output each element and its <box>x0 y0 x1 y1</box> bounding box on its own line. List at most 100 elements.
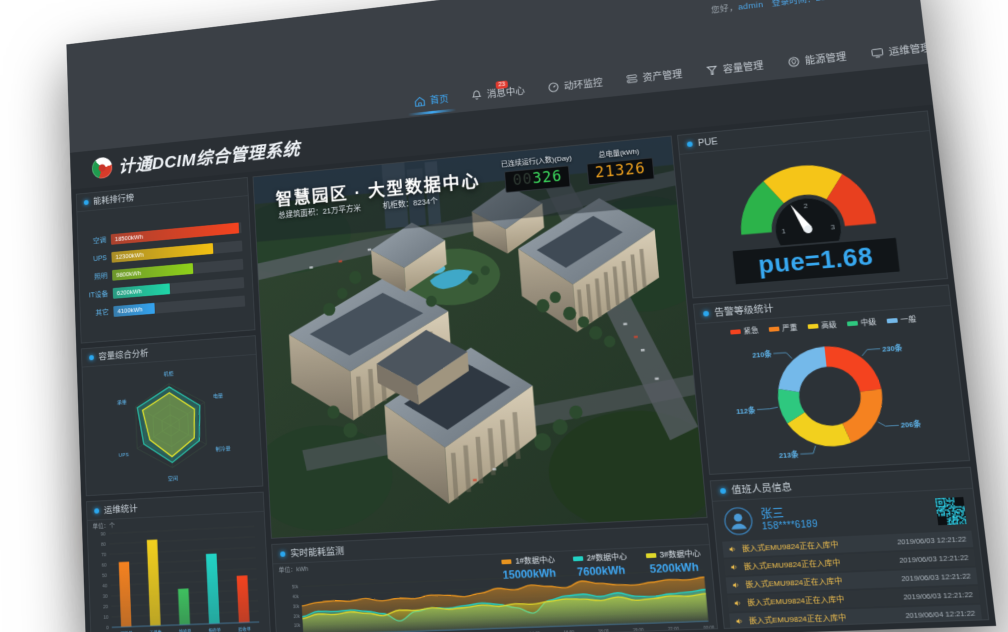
speaker-icon <box>733 599 742 608</box>
login-time-label: 登录时间： <box>771 0 817 9</box>
energy-rank-track: 6200kWh <box>112 276 245 299</box>
legend-swatch <box>846 320 859 327</box>
energy-rank-label: UPS <box>93 253 107 263</box>
alarm-time: 2019/06/04 12:21:22 <box>904 608 976 621</box>
ops-unit-label: 单位：个 <box>92 522 115 531</box>
ops-y-tick: 10 <box>104 615 109 621</box>
tilted-window-wrapper: 您好，admin 登录时间：2019-06-03 11:30:20 首页 <box>66 0 997 632</box>
gauge-icon <box>547 81 560 94</box>
donut-slice[interactable] <box>774 346 830 394</box>
ops-stats-bar-chart: 0 10 20 30 40 50 60 70 80 90 巡检单 工单数 维修单 报修单 验收单 <box>101 512 270 632</box>
panel-title: 容量综合分析 <box>98 348 149 363</box>
center-column: 智慧园区 · 大型数据中心 总建筑面积：21万平方米 机柜数：8234个 已连续… <box>252 135 719 632</box>
ops-bar <box>177 588 191 625</box>
donut-value-label: 213条 <box>778 450 800 460</box>
alarm-legend-item[interactable]: 紧急 <box>730 325 759 337</box>
alarm-legend-item[interactable]: 一般 <box>886 314 917 326</box>
alarm-time: 2019/06/03 12:21:22 <box>896 534 967 547</box>
radar-axis-label: 电量 <box>213 392 223 400</box>
energy-trend-area-chart: 010k20k30k40k50k00:0002:0004:0006:0008:0… <box>292 564 715 632</box>
capacity-icon <box>705 64 719 77</box>
duty-person-text: 张三 158****6189 <box>760 505 819 533</box>
energy-rank-label: IT设备 <box>88 289 109 300</box>
nav-item-energy-management[interactable]: 能源管理 <box>787 49 848 76</box>
alarm-legend-item[interactable]: 高级 <box>807 320 837 332</box>
panel-alarm-levels: 告警等级统计 紧急 严重 高级 中级 一般 230条 206条 213条 112条 210条 <box>693 284 971 475</box>
donut-value-label: 112条 <box>736 405 757 415</box>
radar-axis-label: 空间 <box>168 475 178 483</box>
legend-label: 1#数据中心 <box>515 554 556 566</box>
nav-item-message-center[interactable]: 消息中心 23 <box>470 80 526 110</box>
duty-alarm-list: 嵌入式EMU9824正在入库中 2019/06/03 12:21:22 嵌入式EMU… <box>716 528 989 629</box>
legend-swatch <box>730 329 741 335</box>
ops-y-tick: 50 <box>102 573 107 579</box>
left-column: 能耗排行榜 空调 18500kWh UPS 12300kWh 照明 9800kWh IT设备… <box>75 177 272 632</box>
aerial-campus-illustration <box>253 136 707 538</box>
browser-window: 您好，admin 登录时间：2019-06-03 11:30:20 首页 <box>66 0 997 632</box>
ops-bar <box>236 575 250 623</box>
nav-item-asset-management[interactable]: 资产管理 <box>625 67 683 93</box>
monitor-icon <box>870 46 885 60</box>
alarm-text: 嵌入式EMU9824正在入库中 <box>743 558 841 572</box>
duty-person-phone: 158****6189 <box>761 519 819 533</box>
gauge-tick: 3 <box>831 224 837 232</box>
energy-rank-track: 12300kWh <box>111 240 243 263</box>
energy-rank-label: 空调 <box>92 235 107 245</box>
bullet-icon <box>702 310 710 317</box>
panel-energy-rank: 能耗排行榜 空调 18500kWh UPS 12300kWh 照明 9800kWh IT设备… <box>75 177 256 344</box>
legend-swatch <box>645 552 657 558</box>
alarm-time: 2019/06/03 12:21:22 <box>898 553 969 565</box>
speaker-icon <box>730 563 739 572</box>
nav-item-capacity-management[interactable]: 容量管理 <box>705 58 765 85</box>
username[interactable]: admin <box>737 0 764 13</box>
alarm-time: 2019/06/03 12:21:22 <box>902 590 974 602</box>
nav-label: 容量管理 <box>722 60 764 76</box>
radar-axis-label: UPS <box>119 452 130 459</box>
ops-y-tick: 20 <box>103 604 108 610</box>
alarm-text: 嵌入式EMU9824正在入库中 <box>748 613 847 626</box>
nav-label: 动环监控 <box>563 77 604 93</box>
nav-label: 运维管理 <box>888 42 932 58</box>
trend-unit-label: 单位：kWh <box>278 566 309 574</box>
alarm-legend-item[interactable]: 中级 <box>846 317 877 329</box>
ops-y-tick: 0 <box>106 625 109 631</box>
legend-label: 严重 <box>781 323 798 333</box>
radar-axis-label: 机柜 <box>163 370 173 378</box>
legend-label: 2#数据中心 <box>586 551 628 563</box>
pue-gauge-chart: 1 2 3 <box>736 162 877 254</box>
ops-x-tick: 报修单 <box>208 626 221 632</box>
nav-item-env-monitoring[interactable]: 动环监控 <box>547 75 604 101</box>
legend-label: 3#数据中心 <box>659 548 701 560</box>
bullet-icon <box>719 487 727 494</box>
gauge-tick: 2 <box>803 203 809 211</box>
speaker-icon <box>728 545 737 554</box>
login-time: 登录时间：2019-06-03 11:30:20 <box>771 0 898 9</box>
speaker-icon <box>735 617 744 626</box>
energy-rank-label: 其它 <box>95 307 109 317</box>
panel-title: 告警等级统计 <box>713 303 774 319</box>
panel-title: 运维统计 <box>103 503 138 516</box>
panel-title: 值班人员信息 <box>731 481 793 497</box>
donut-slice[interactable] <box>824 343 882 394</box>
bullet-icon <box>89 354 94 360</box>
nav-item-home[interactable]: 首页 <box>413 92 449 116</box>
panel-duty-personnel: 值班人员信息 张三 158****6189 <box>709 466 990 629</box>
trend-y-tick: 30k <box>293 605 300 610</box>
nav-label: 资产管理 <box>642 69 683 84</box>
dashboard-body: 能耗排行榜 空调 18500kWh UPS 12300kWh 照明 9800kWh IT设备… <box>71 104 997 632</box>
alarm-legend-item[interactable]: 严重 <box>768 322 798 334</box>
right-column: PUE 1 2 3 pue=1.68 告警等级统计 <box>677 110 990 629</box>
qr-code[interactable] <box>935 496 967 526</box>
radar-axis-label: 承重 <box>117 399 127 407</box>
legend-swatch <box>768 326 780 332</box>
login-time-value: 2019-06-03 11:30:20 <box>815 0 898 4</box>
ops-y-tick: 80 <box>101 542 106 548</box>
nav-item-ops-management[interactable]: 运维管理 <box>870 40 933 67</box>
home-icon <box>414 95 427 108</box>
campus-hero-render: 智慧园区 · 大型数据中心 总建筑面积：21万平方米 机柜数：8234个 已连续… <box>252 135 708 539</box>
energy-rank-track: 9800kWh <box>111 258 244 281</box>
legend-swatch <box>886 318 898 324</box>
panel-ops-stats: 运维统计 单位：个 0 10 20 30 40 50 60 70 80 90 巡检单 工单数 维修单 报修… <box>86 491 272 632</box>
